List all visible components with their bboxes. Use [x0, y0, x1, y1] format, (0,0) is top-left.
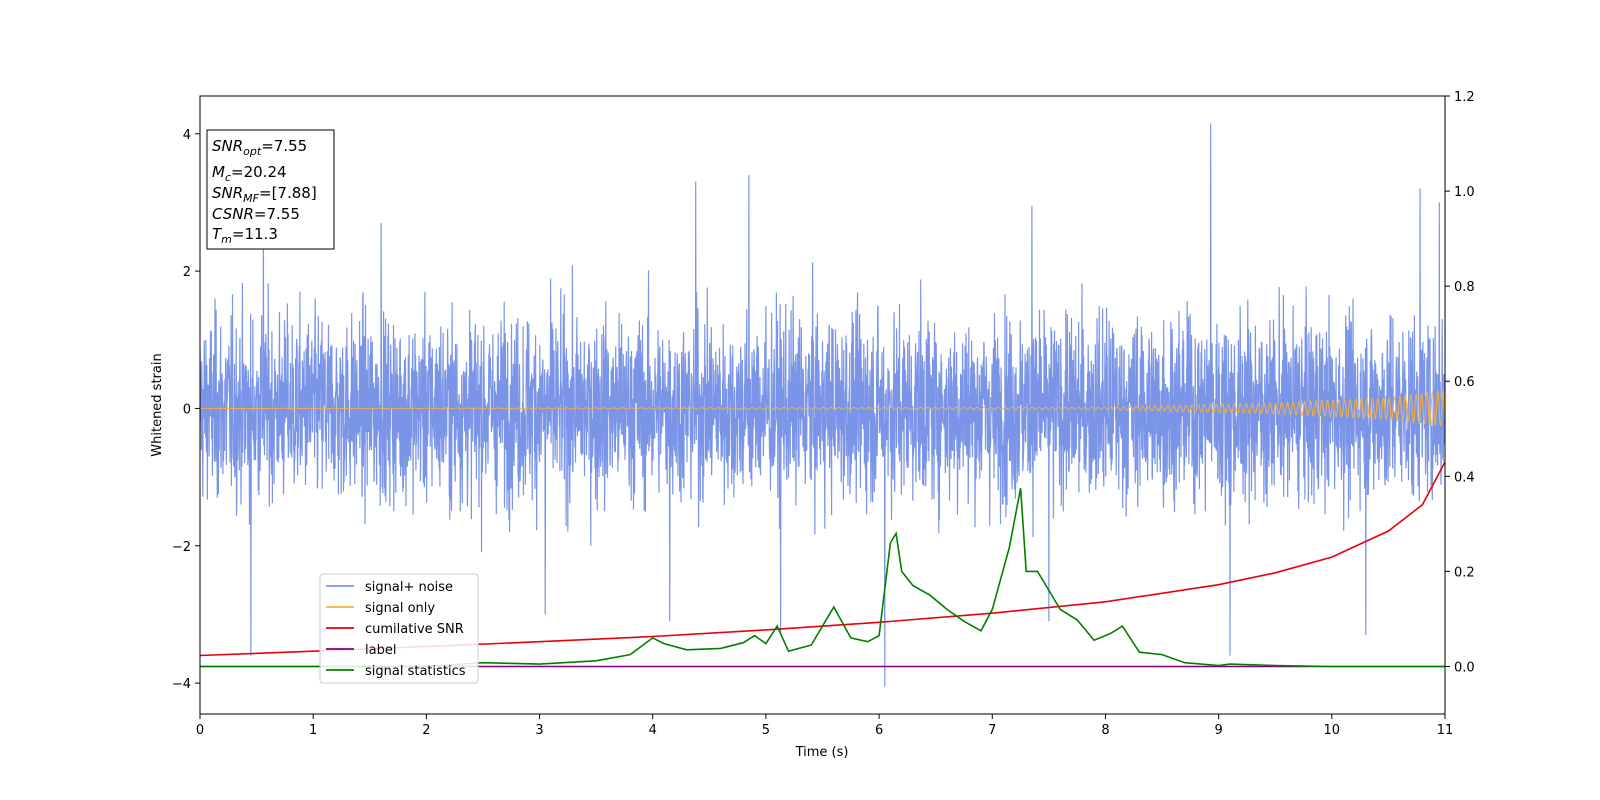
y-right-tick-label: 0.8 [1454, 280, 1475, 295]
legend: signal+ noise signal only cumilative SNR la… [319, 573, 479, 684]
snr-mf-value: =[7.88] [259, 184, 317, 202]
legend-frame [319, 573, 479, 684]
snr-mf-sub: MF [243, 192, 259, 205]
y-axis-left: 4 2 0 −2 −4 [172, 128, 200, 692]
x-tick-label: 3 [535, 723, 543, 738]
mc-value: =20.24 [231, 163, 287, 181]
csnr-text: CSNR=7.55 [212, 205, 300, 223]
x-tick-label: 5 [762, 723, 770, 738]
y-right-tick-label: 0.0 [1454, 660, 1475, 675]
x-tick-label: 10 [1324, 723, 1341, 738]
mc-base: M [212, 163, 225, 181]
y-right-tick-label: 0.2 [1454, 565, 1475, 580]
y-left-tick-label: −4 [172, 677, 191, 692]
info-box: SNRopt=7.55 Mc=20.24 SNRMF=[7.88] CSNR=7… [206, 129, 335, 250]
snr-opt-text: SNRopt=7.55 [212, 137, 307, 158]
series-signal-statistics [200, 488, 1445, 668]
x-axis-label: Time (s) [795, 745, 849, 760]
y-left-tick-label: 0 [183, 402, 191, 417]
series-signal-only [200, 390, 1445, 428]
snr-mf-text: SNRMF=[7.88] [212, 184, 317, 205]
x-tick-label: 7 [988, 723, 996, 738]
legend-label: label [365, 643, 396, 658]
y-right-tick-label: 0.6 [1454, 375, 1475, 390]
mc-text: Mc=20.24 [212, 163, 287, 184]
snr-mf-base: SNR [212, 184, 243, 202]
y-right-tick-label: 1.2 [1454, 90, 1475, 105]
x-tick-label: 8 [1101, 723, 1109, 738]
tm-sub: m [221, 233, 232, 246]
x-tick-label: 9 [1214, 723, 1222, 738]
tm-value: =11.3 [232, 225, 278, 243]
info-box-frame [206, 129, 335, 250]
tm-text: Tm=11.3 [212, 225, 278, 246]
legend-label: signal statistics [365, 664, 466, 679]
x-tick-label: 0 [196, 723, 204, 738]
y-right-tick-label: 1.0 [1454, 185, 1475, 200]
snr-opt-base: SNR [212, 137, 243, 155]
x-tick-label: 2 [422, 723, 430, 738]
legend-label: signal+ noise [365, 580, 453, 595]
mc-sub: c [225, 171, 231, 184]
csnr-base: CSNR [212, 205, 254, 223]
y-axis-right: 1.2 1.0 0.8 0.6 0.4 0.2 0.0 [1445, 90, 1475, 675]
legend-label: signal only [365, 601, 435, 616]
x-tick-label: 4 [649, 723, 657, 738]
series-signal-noise [200, 123, 1445, 687]
y-axis-label: Whitened strain [150, 353, 165, 456]
snr-opt-sub: opt [243, 145, 262, 158]
csnr-value: =7.55 [254, 205, 300, 223]
legend-label: cumilative SNR [365, 622, 464, 637]
x-tick-label: 1 [309, 723, 317, 738]
x-axis: 0 1 2 3 4 5 6 7 8 9 10 11 [196, 714, 1453, 738]
y-right-tick-label: 0.4 [1454, 470, 1475, 485]
axes-frame [199, 95, 1446, 715]
x-tick-label: 11 [1437, 723, 1454, 738]
tm-base: T [212, 225, 223, 243]
y-left-tick-label: 2 [183, 265, 191, 280]
y-left-tick-label: −2 [172, 540, 191, 555]
snr-opt-value: =7.55 [261, 137, 307, 155]
x-tick-label: 6 [875, 723, 883, 738]
y-left-tick-label: 4 [183, 128, 191, 143]
